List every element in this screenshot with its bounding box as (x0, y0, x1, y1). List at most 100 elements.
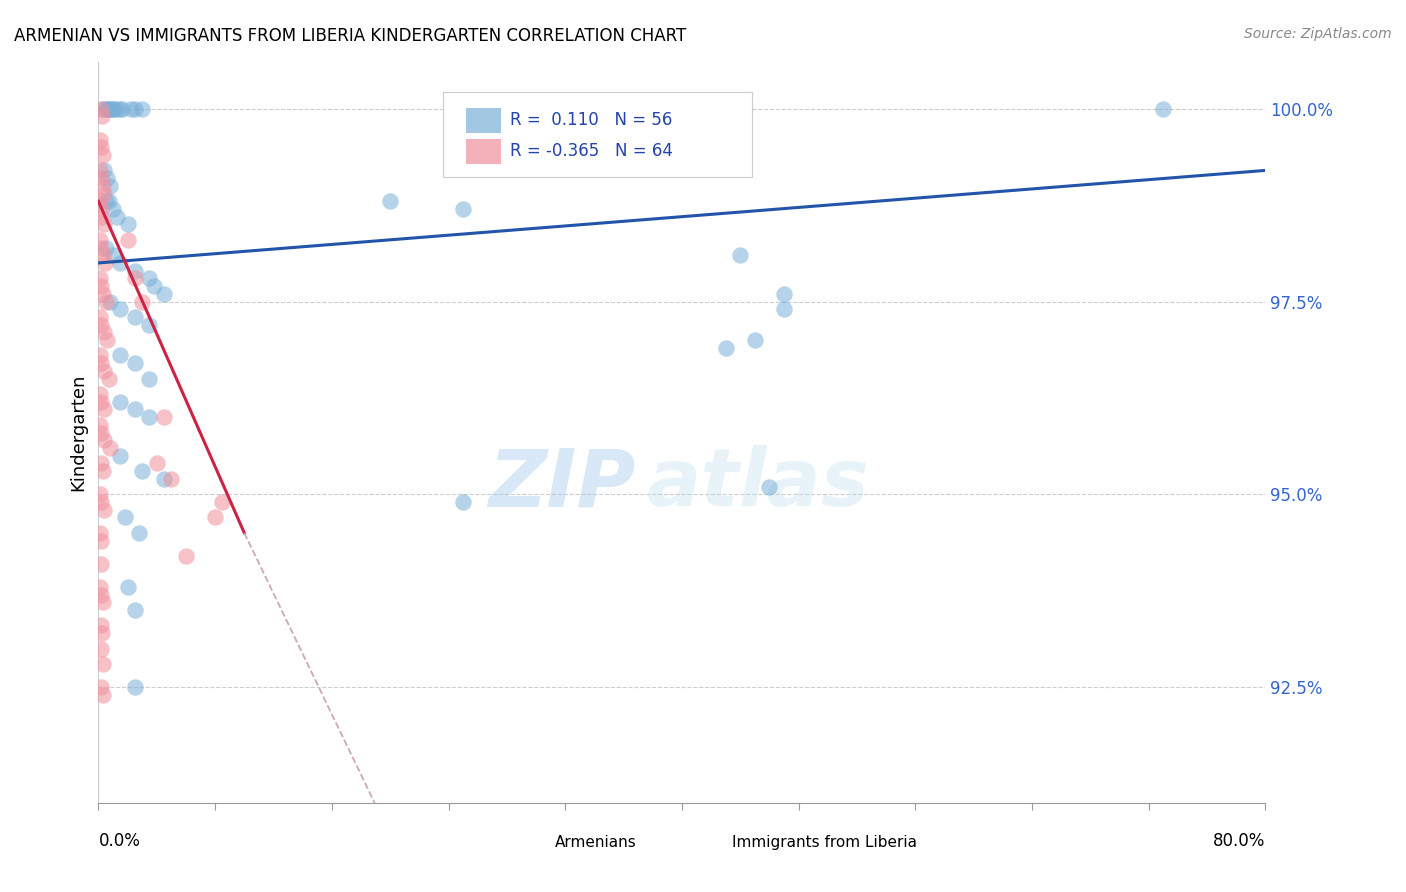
Point (91, 248, 114, 262)
Point (138, 318, 160, 332)
Point (124, 310, 146, 324)
Point (90, 394, 112, 409)
Point (91, 148, 114, 162)
Point (98, 441, 121, 455)
Point (90, 557, 112, 571)
Text: R = -0.365   N = 64: R = -0.365 N = 64 (510, 143, 673, 161)
Point (89, 310, 111, 324)
Point (91, 688, 114, 702)
Point (89, 487, 111, 501)
Point (90, 618, 112, 632)
Point (100, 102, 122, 116)
Point (142, 279, 165, 293)
Text: ARMENIAN VS IMMIGRANTS FROM LIBERIA KINDERGARTEN CORRELATION CHART: ARMENIAN VS IMMIGRANTS FROM LIBERIA KIND… (14, 27, 686, 45)
Point (93, 364, 115, 378)
Text: Immigrants from Liberia: Immigrants from Liberia (733, 835, 917, 849)
Point (124, 402, 146, 417)
Point (94, 240, 117, 254)
Point (101, 248, 124, 262)
Text: Armenians: Armenians (555, 835, 637, 849)
Point (97, 194, 120, 209)
Point (93, 434, 115, 448)
Point (124, 603, 146, 617)
Point (89, 132, 111, 146)
Point (90, 533, 112, 548)
Point (160, 472, 183, 486)
Point (714, 341, 737, 355)
FancyBboxPatch shape (501, 832, 546, 851)
Point (211, 495, 233, 509)
Point (110, 302, 132, 317)
Point (97, 102, 120, 116)
FancyBboxPatch shape (465, 108, 501, 133)
Point (90, 495, 112, 509)
FancyBboxPatch shape (443, 92, 752, 178)
Text: R =  0.110   N = 56: R = 0.110 N = 56 (510, 112, 672, 129)
Point (90, 210, 112, 224)
Point (131, 464, 153, 478)
Point (98, 102, 121, 116)
Point (89, 387, 111, 401)
Point (773, 302, 796, 317)
Point (89, 163, 111, 178)
Point (153, 286, 176, 301)
Point (117, 233, 139, 247)
Point (90, 641, 112, 656)
Point (153, 410, 176, 425)
Point (96, 333, 118, 347)
Point (91, 178, 114, 193)
Point (90, 318, 112, 332)
Point (91, 657, 114, 671)
Point (90, 425, 112, 440)
Point (90, 102, 112, 116)
Point (104, 102, 127, 116)
Point (96, 102, 118, 116)
Point (120, 102, 142, 116)
Point (89, 271, 111, 285)
Text: 80.0%: 80.0% (1213, 832, 1265, 850)
Point (117, 580, 139, 594)
Point (94, 294, 117, 309)
Point (101, 202, 124, 216)
Point (90, 240, 112, 254)
Point (93, 502, 115, 516)
Point (93, 218, 115, 232)
Point (89, 580, 111, 594)
Point (451, 202, 474, 216)
Point (131, 294, 153, 309)
Point (124, 263, 146, 277)
Point (89, 349, 111, 363)
Point (114, 510, 136, 524)
Point (105, 210, 128, 224)
Point (110, 102, 132, 116)
Point (94, 194, 117, 209)
Point (138, 371, 160, 385)
Point (138, 410, 160, 425)
Point (90, 140, 112, 154)
Point (94, 256, 117, 270)
Point (93, 326, 115, 340)
Point (89, 194, 111, 209)
Point (91, 626, 114, 640)
Point (124, 271, 146, 285)
Point (744, 333, 766, 347)
Point (174, 549, 197, 563)
Y-axis label: Kindergarten: Kindergarten (69, 374, 87, 491)
Point (131, 102, 153, 116)
Point (89, 417, 111, 432)
FancyBboxPatch shape (465, 139, 501, 164)
Point (1152, 102, 1174, 116)
Point (146, 457, 169, 471)
Point (451, 495, 474, 509)
Point (91, 286, 114, 301)
Point (91, 102, 114, 116)
Point (124, 102, 146, 116)
Point (90, 356, 112, 370)
Point (91, 595, 114, 609)
Text: Source: ZipAtlas.com: Source: ZipAtlas.com (1244, 27, 1392, 41)
Text: 0.0%: 0.0% (98, 832, 141, 850)
Point (90, 588, 112, 602)
Text: atlas: atlas (647, 445, 870, 524)
Point (111, 102, 134, 116)
Point (98, 294, 121, 309)
